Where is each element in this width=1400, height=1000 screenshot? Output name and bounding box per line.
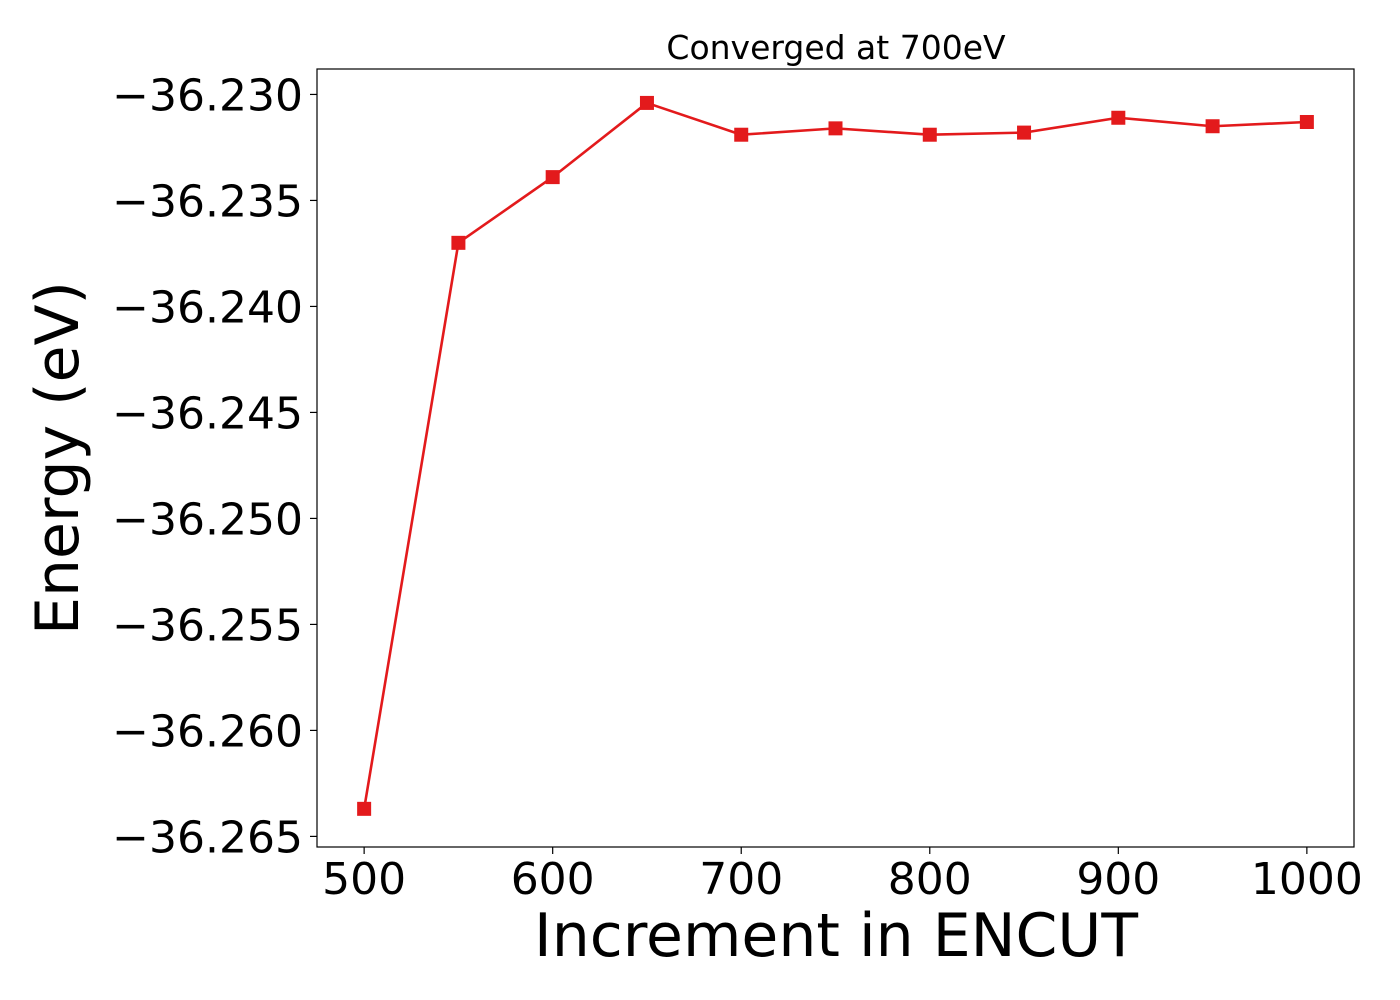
data-point bbox=[734, 127, 749, 142]
x-tick-label: 500 bbox=[322, 854, 406, 905]
data-point bbox=[1017, 125, 1032, 140]
y-tick-label: −36.265 bbox=[112, 812, 303, 863]
x-tick-label: 600 bbox=[511, 854, 595, 905]
y-tick-label: −36.230 bbox=[112, 70, 303, 121]
data-point bbox=[922, 127, 937, 142]
x-tick-label: 900 bbox=[1076, 854, 1160, 905]
y-tick-label: −36.260 bbox=[112, 706, 303, 757]
data-point bbox=[451, 235, 466, 250]
y-tick-label: −36.255 bbox=[112, 600, 303, 651]
x-tick-label: 1000 bbox=[1251, 854, 1363, 905]
x-axis-label: Increment in ENCUT bbox=[534, 901, 1138, 971]
data-point bbox=[639, 95, 654, 110]
x-tick-label: 700 bbox=[699, 854, 783, 905]
y-tick-label: −36.250 bbox=[112, 494, 303, 545]
x-tick-label: 800 bbox=[888, 854, 972, 905]
y-tick-label: −36.235 bbox=[112, 176, 303, 227]
chart-title: Converged at 700eV bbox=[666, 28, 1006, 67]
plot-frame bbox=[316, 68, 1355, 848]
data-point bbox=[357, 801, 372, 816]
y-tick-label: −36.245 bbox=[112, 388, 303, 439]
data-point bbox=[545, 170, 560, 185]
data-point bbox=[1299, 114, 1314, 129]
data-point bbox=[1205, 119, 1220, 134]
data-point bbox=[1111, 110, 1126, 125]
y-axis-label: Energy (eV) bbox=[23, 281, 93, 635]
y-tick-label: −36.240 bbox=[112, 282, 303, 333]
plot-area: 500 600 700 800 900 1000 −36.265 −36.260 −36.255… bbox=[112, 68, 1363, 905]
data-point bbox=[828, 121, 843, 136]
